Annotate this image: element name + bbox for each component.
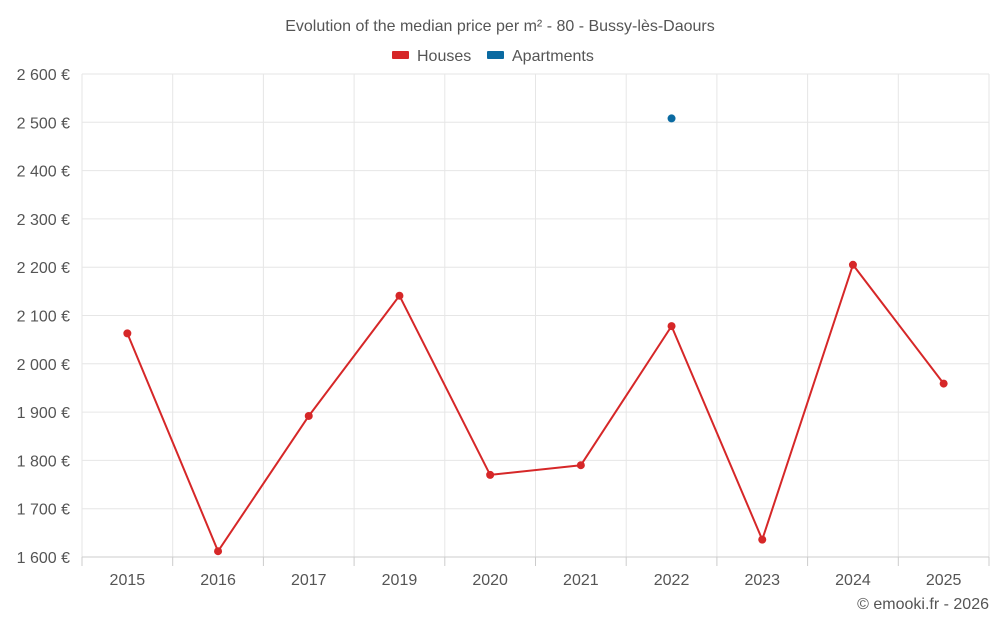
data-point-houses[interactable] [576,461,585,470]
y-tick-label: 2 200 € [17,260,70,277]
x-tick-label: 2020 [472,572,508,589]
x-tick-label: 2024 [835,572,871,589]
x-gridlines [81,74,990,557]
legend: Houses Apartments [392,48,594,65]
y-tick-label: 1 800 € [17,453,70,470]
data-point-houses[interactable] [667,322,676,331]
y-tick-label: 1 900 € [17,405,70,422]
x-axis: 2015 2016 2017 2019 2020 2021 2022 2023 2024 2025 [81,556,990,589]
y-tick-label: 2 400 € [17,164,70,181]
y-tick-label: 1 600 € [17,550,70,567]
x-tick-label: 2017 [291,572,327,589]
credit-text: © emooki.fr - 2026 [857,596,989,613]
data-point-houses[interactable] [939,379,948,388]
data-point-houses[interactable] [848,260,857,269]
y-axis: 1 600 € 1 700 € 1 800 € 1 900 € 2 000 € 2 100… [17,67,70,567]
data-point-houses[interactable] [486,470,495,479]
x-tick-label: 2021 [563,572,599,589]
data-point-houses[interactable] [214,547,223,556]
series-lines [126,263,945,553]
data-point-houses[interactable] [758,535,767,544]
data-point-houses[interactable] [395,291,404,300]
y-tick-label: 2 300 € [17,212,70,229]
x-tick-label: 2022 [654,572,690,589]
legend-item-houses[interactable]: Houses [392,48,471,65]
x-tick-label: 2025 [926,572,962,589]
x-tick-label: 2019 [382,572,418,589]
y-tick-label: 1 700 € [17,502,70,519]
legend-item-apartments[interactable]: Apartments [487,48,594,65]
legend-swatch-apartments [487,51,504,59]
x-tick-label: 2015 [110,572,146,589]
data-point-houses[interactable] [123,329,132,338]
series-line-houses [126,263,945,553]
data-point-houses[interactable] [304,411,313,420]
x-tick-label: 2023 [744,572,780,589]
legend-label-houses: Houses [417,48,471,65]
y-tick-label: 2 500 € [17,115,70,132]
legend-swatch-houses [392,51,409,59]
x-tick-label: 2016 [200,572,236,589]
y-tick-label: 2 100 € [17,309,70,326]
y-tick-label: 2 600 € [17,67,70,84]
y-tick-label: 2 000 € [17,357,70,374]
legend-label-apartments: Apartments [512,48,594,65]
chart-title: Evolution of the median price per m² - 8… [285,18,715,35]
data-point-apartments[interactable] [667,114,676,123]
series-points [123,114,948,556]
